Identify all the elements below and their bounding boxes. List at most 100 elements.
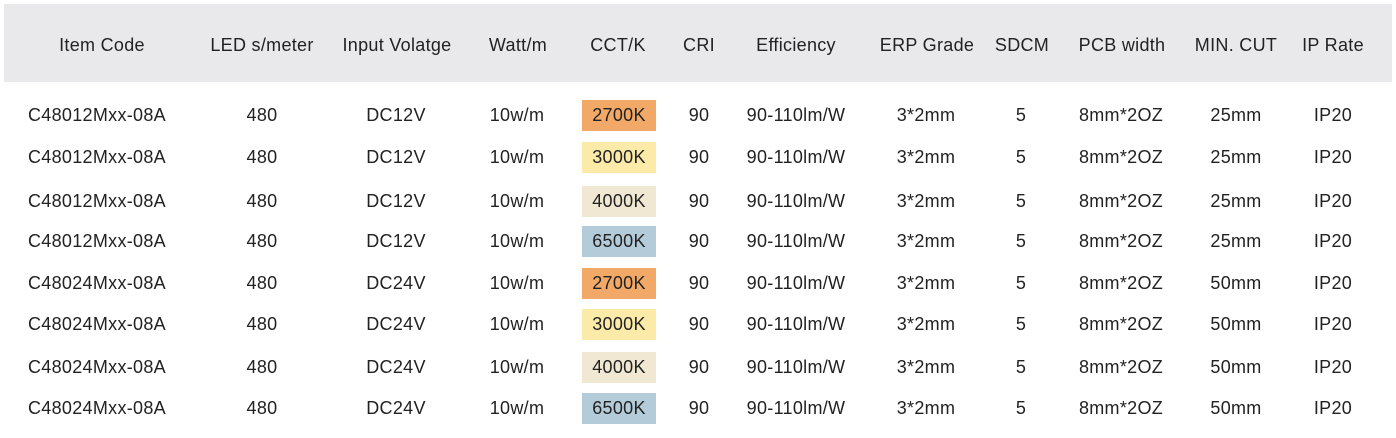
- table-row: C48024Mxx-08A 480 DC24V 10w/m 4000K 90 9…: [0, 351, 1396, 385]
- cell-item-code: C48024Mxx-08A: [28, 314, 166, 334]
- header-sdcm: SDCM: [994, 35, 1050, 55]
- cell-leds: 480: [246, 273, 278, 293]
- cell-cri: 90: [688, 231, 710, 251]
- cell-watt: 10w/m: [489, 398, 545, 418]
- header-item-code: Item Code: [59, 35, 145, 55]
- cell-erp-grade: 3*2mm: [896, 357, 956, 377]
- table-row: C48024Mxx-08A 480 DC24V 10w/m 6500K 90 9…: [0, 392, 1396, 426]
- cell-leds: 480: [246, 314, 278, 334]
- cell-cri: 90: [688, 398, 710, 418]
- cell-sdcm: 5: [1015, 357, 1027, 377]
- cell-leds: 480: [246, 147, 278, 167]
- cell-efficiency: 90-110lm/W: [746, 231, 846, 251]
- cell-erp-grade: 3*2mm: [896, 314, 956, 334]
- cct-badge: 4000K: [582, 186, 656, 217]
- cell-item-code: C48024Mxx-08A: [28, 273, 166, 293]
- cell-ip-rate: IP20: [1313, 105, 1353, 125]
- cell-ip-rate: IP20: [1313, 314, 1353, 334]
- cell-leds: 480: [246, 357, 278, 377]
- cell-voltage: DC24V: [366, 314, 426, 334]
- cell-pcb-width: 8mm*2OZ: [1078, 314, 1164, 334]
- cell-watt: 10w/m: [489, 314, 545, 334]
- cell-min-cut: 50mm: [1210, 314, 1262, 334]
- header-efficiency: Efficiency: [756, 35, 836, 55]
- cell-ip-rate: IP20: [1313, 357, 1353, 377]
- cell-voltage: DC24V: [366, 357, 426, 377]
- cell-leds: 480: [246, 231, 278, 251]
- cell-pcb-width: 8mm*2OZ: [1078, 191, 1164, 211]
- cell-efficiency: 90-110lm/W: [746, 191, 846, 211]
- cell-voltage: DC24V: [366, 398, 426, 418]
- cell-ip-rate: IP20: [1313, 147, 1353, 167]
- cell-min-cut: 25mm: [1210, 191, 1262, 211]
- cct-badge: 6500K: [582, 226, 656, 257]
- cell-sdcm: 5: [1015, 398, 1027, 418]
- cell-item-code: C48012Mxx-08A: [28, 191, 166, 211]
- cell-erp-grade: 3*2mm: [896, 273, 956, 293]
- cell-pcb-width: 8mm*2OZ: [1078, 147, 1164, 167]
- cell-efficiency: 90-110lm/W: [746, 273, 846, 293]
- table-row: C48012Mxx-08A 480 DC12V 10w/m 6500K 90 9…: [0, 225, 1396, 259]
- cell-min-cut: 50mm: [1210, 357, 1262, 377]
- cell-watt: 10w/m: [489, 147, 545, 167]
- cell-voltage: DC12V: [366, 105, 426, 125]
- cell-voltage: DC12V: [366, 191, 426, 211]
- cct-badge: 3000K: [582, 309, 656, 340]
- cct-badge: 2700K: [582, 100, 656, 131]
- header-erp-grade: ERP Grade: [879, 35, 975, 55]
- cell-efficiency: 90-110lm/W: [746, 314, 846, 334]
- cell-pcb-width: 8mm*2OZ: [1078, 231, 1164, 251]
- cell-erp-grade: 3*2mm: [896, 398, 956, 418]
- cell-cri: 90: [688, 147, 710, 167]
- cell-min-cut: 50mm: [1210, 273, 1262, 293]
- cell-pcb-width: 8mm*2OZ: [1078, 105, 1164, 125]
- cell-sdcm: 5: [1015, 273, 1027, 293]
- table-header: Item Code LED s/meter Input Volatge Watt…: [4, 4, 1392, 82]
- cell-min-cut: 25mm: [1210, 105, 1262, 125]
- cell-leds: 480: [246, 191, 278, 211]
- table-row: C48012Mxx-08A 480 DC12V 10w/m 3000K 90 9…: [0, 141, 1396, 175]
- cct-badge: 3000K: [582, 142, 656, 173]
- cct-badge: 2700K: [582, 268, 656, 299]
- cell-min-cut: 25mm: [1210, 147, 1262, 167]
- cell-erp-grade: 3*2mm: [896, 231, 956, 251]
- cell-ip-rate: IP20: [1313, 273, 1353, 293]
- cell-watt: 10w/m: [489, 357, 545, 377]
- cell-ip-rate: IP20: [1313, 231, 1353, 251]
- cell-cri: 90: [688, 105, 710, 125]
- cell-voltage: DC12V: [366, 147, 426, 167]
- cell-leds: 480: [246, 398, 278, 418]
- cell-cri: 90: [688, 273, 710, 293]
- cell-item-code: C48024Mxx-08A: [28, 357, 166, 377]
- cell-efficiency: 90-110lm/W: [746, 357, 846, 377]
- cell-ip-rate: IP20: [1313, 191, 1353, 211]
- cell-erp-grade: 3*2mm: [896, 105, 956, 125]
- cell-item-code: C48012Mxx-08A: [28, 105, 166, 125]
- header-watt: Watt/m: [488, 35, 548, 55]
- table-row: C48024Mxx-08A 480 DC24V 10w/m 3000K 90 9…: [0, 308, 1396, 342]
- header-cri: CRI: [683, 35, 715, 55]
- cell-erp-grade: 3*2mm: [896, 191, 956, 211]
- cell-voltage: DC12V: [366, 231, 426, 251]
- cell-item-code: C48012Mxx-08A: [28, 231, 166, 251]
- cell-watt: 10w/m: [489, 273, 545, 293]
- cell-efficiency: 90-110lm/W: [746, 105, 846, 125]
- cell-cri: 90: [688, 357, 710, 377]
- cell-sdcm: 5: [1015, 191, 1027, 211]
- cell-efficiency: 90-110lm/W: [746, 398, 846, 418]
- header-cct: CCT/K: [590, 35, 646, 55]
- cell-efficiency: 90-110lm/W: [746, 147, 846, 167]
- cell-sdcm: 5: [1015, 314, 1027, 334]
- cell-cri: 90: [688, 191, 710, 211]
- header-input-voltage: Input Volatge: [342, 35, 452, 55]
- table-row: C48012Mxx-08A 480 DC12V 10w/m 2700K 90 9…: [0, 99, 1396, 133]
- cell-watt: 10w/m: [489, 191, 545, 211]
- header-leds-per-meter: LED s/meter: [210, 35, 314, 55]
- cell-item-code: C48012Mxx-08A: [28, 147, 166, 167]
- header-ip-rate: IP Rate: [1302, 35, 1364, 55]
- table-row: C48012Mxx-08A 480 DC12V 10w/m 4000K 90 9…: [0, 185, 1396, 219]
- cell-sdcm: 5: [1015, 105, 1027, 125]
- header-pcb-width: PCB width: [1078, 35, 1166, 55]
- cell-pcb-width: 8mm*2OZ: [1078, 357, 1164, 377]
- cell-ip-rate: IP20: [1313, 398, 1353, 418]
